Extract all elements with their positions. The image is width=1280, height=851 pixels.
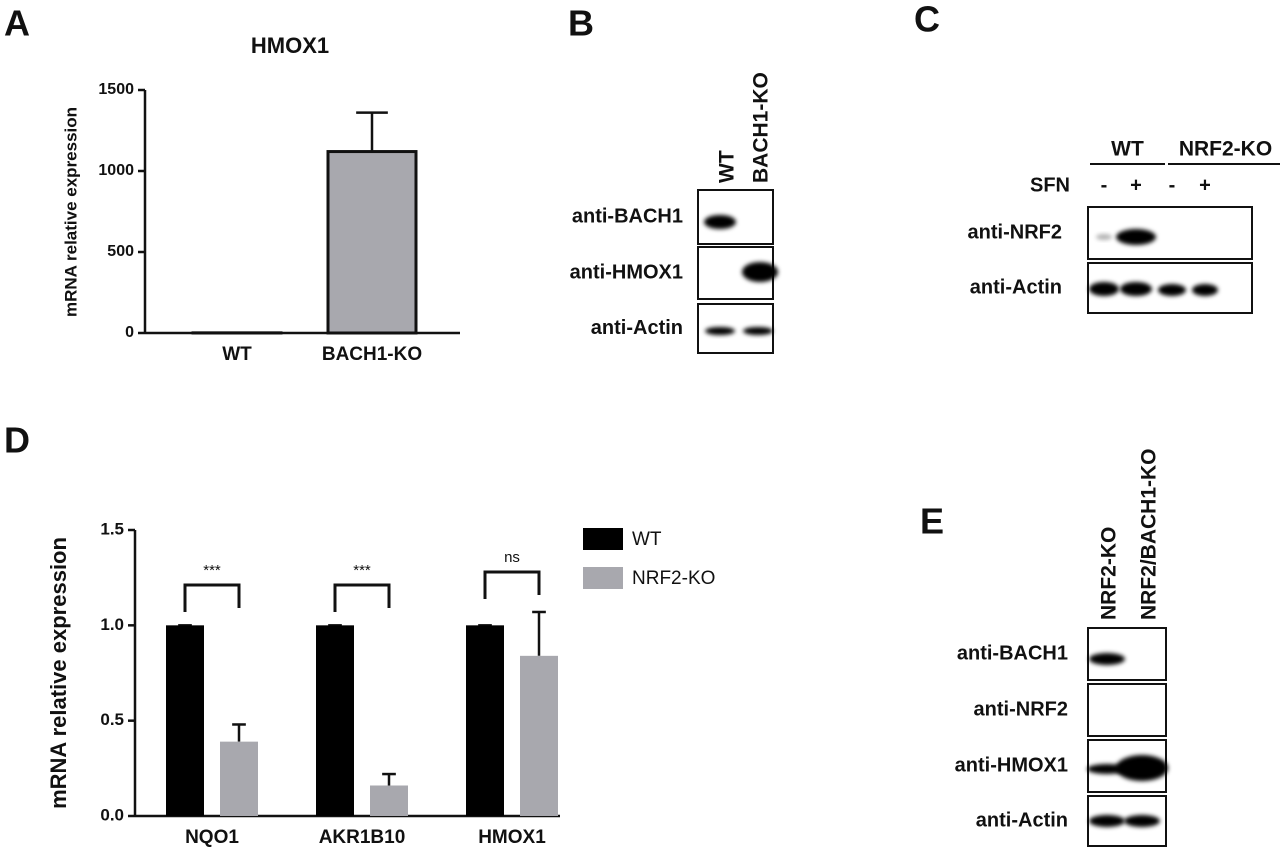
panel-label: A xyxy=(4,3,30,44)
lane-mark: - xyxy=(1169,174,1176,196)
blot-band xyxy=(1124,815,1160,827)
blot-band xyxy=(704,215,736,229)
panel-label: C xyxy=(914,0,940,40)
y-tick-label: 0.5 xyxy=(100,710,124,729)
bar xyxy=(166,625,204,816)
y-tick-label: 1.5 xyxy=(100,519,124,538)
significance-bracket xyxy=(483,570,541,599)
blot-strip xyxy=(1087,206,1253,260)
significance-label: ns xyxy=(504,549,520,566)
y-axis-label: mRNA relative expression xyxy=(61,107,80,317)
row-label: anti-Actin xyxy=(970,276,1062,298)
legend-swatch xyxy=(583,528,623,550)
y-axis-label: mRNA relative expression xyxy=(46,537,71,809)
y-tick-label: 500 xyxy=(107,243,134,260)
blot-band xyxy=(743,327,773,335)
row-label: anti-NRF2 xyxy=(974,698,1068,720)
row-label: anti-HMOX1 xyxy=(570,261,683,283)
significance-label: *** xyxy=(353,562,371,579)
x-tick-label: HMOX1 xyxy=(478,827,546,848)
lane-label: NRF2/BACH1-KO xyxy=(1138,448,1161,620)
bar xyxy=(220,741,258,816)
y-tick-label: 1500 xyxy=(98,81,134,98)
bar xyxy=(466,625,504,816)
blot-band xyxy=(1192,284,1218,296)
blot-band xyxy=(1089,282,1119,296)
blot-band xyxy=(1116,755,1168,781)
blot-band xyxy=(1158,284,1186,296)
bar xyxy=(370,785,408,816)
row-label: anti-HMOX1 xyxy=(955,754,1068,776)
group-label: NRF2-KO xyxy=(1179,138,1272,161)
blot-band xyxy=(1089,653,1125,665)
significance-bracket xyxy=(183,583,241,612)
blot-band xyxy=(1120,282,1152,296)
legend-swatch xyxy=(583,567,623,589)
treatment-label: SFN xyxy=(1030,174,1070,196)
x-tick-label: BACH1-KO xyxy=(322,344,422,365)
lane-label: NRF2-KO xyxy=(1098,527,1121,620)
blot-band xyxy=(705,327,735,335)
group-label: WT xyxy=(1111,138,1144,161)
bar xyxy=(326,150,418,335)
lane-mark: - xyxy=(1101,174,1108,196)
y-tick-label: 0.0 xyxy=(100,805,124,824)
bar xyxy=(316,625,354,816)
y-tick-label: 1.0 xyxy=(100,615,124,634)
blot-band xyxy=(1096,234,1112,240)
significance-label: *** xyxy=(203,562,221,579)
y-tick-label: 0 xyxy=(125,324,134,341)
row-label: anti-Actin xyxy=(976,809,1068,831)
row-label: anti-BACH1 xyxy=(572,205,683,227)
x-tick-label: WT xyxy=(222,344,252,365)
blot-band xyxy=(742,262,778,282)
significance-bracket xyxy=(333,583,391,612)
x-tick-label: NQO1 xyxy=(185,827,239,848)
lane-mark: + xyxy=(1130,174,1142,196)
row-label: anti-Actin xyxy=(591,317,683,339)
row-label: anti-NRF2 xyxy=(968,221,1062,243)
lane-label: BACH1-KO xyxy=(750,72,773,183)
bar xyxy=(520,655,558,816)
chart-title: HMOX1 xyxy=(251,33,329,58)
panel-label: B xyxy=(568,3,594,44)
blot-band xyxy=(1089,815,1125,827)
legend-label: NRF2-KO xyxy=(632,568,715,589)
lane-mark: + xyxy=(1199,174,1211,196)
blot-strip xyxy=(1087,683,1167,737)
panel-label: E xyxy=(920,501,944,542)
x-tick-label: AKR1B10 xyxy=(319,827,406,848)
lane-label: WT xyxy=(716,150,739,183)
blot-band xyxy=(1116,229,1156,245)
y-tick-label: 1000 xyxy=(98,162,134,179)
row-label: anti-BACH1 xyxy=(957,642,1068,664)
panel-label: D xyxy=(4,420,30,461)
legend-label: WT xyxy=(632,529,662,550)
